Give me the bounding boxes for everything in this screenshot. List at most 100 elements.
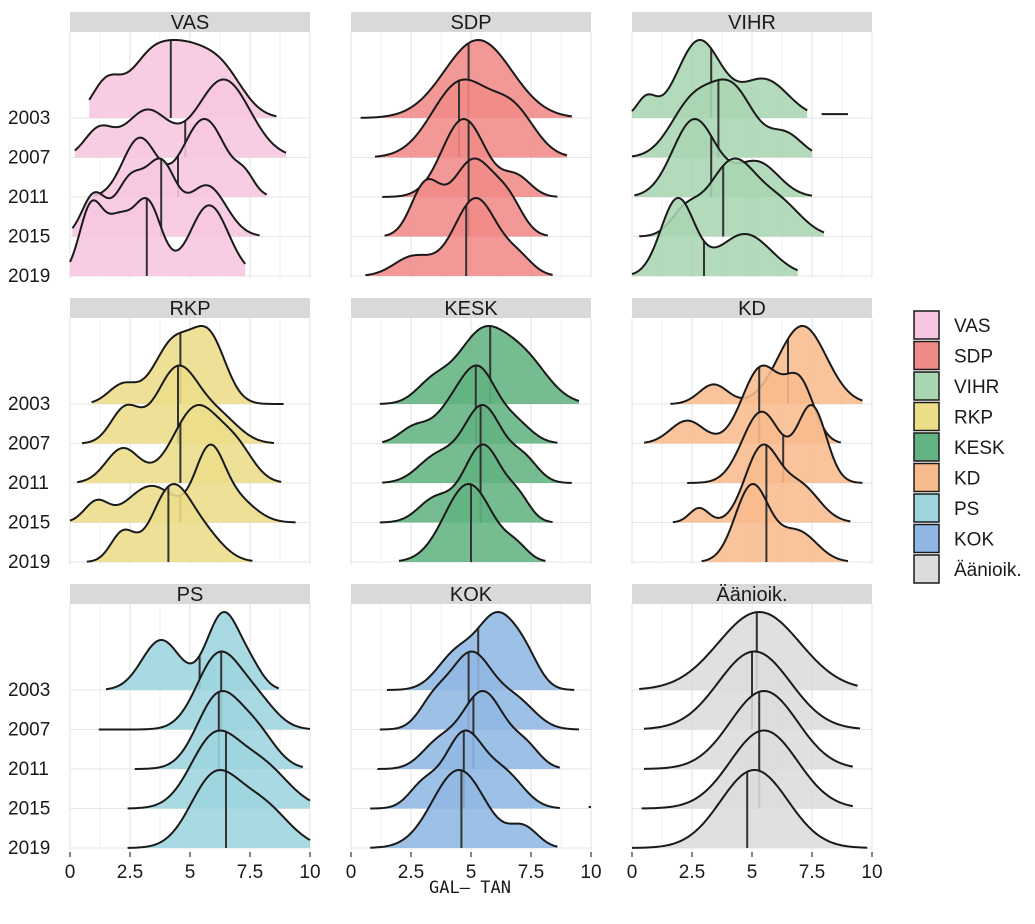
ridge-fill	[74, 79, 286, 158]
ridge-outline	[687, 403, 863, 484]
year-label-2015: 2015	[8, 513, 50, 534]
ridge-kok-2019	[370, 768, 558, 849]
ridge-outline	[91, 324, 284, 405]
ridge-fill	[379, 651, 579, 730]
panel-title-sdp: SDP	[450, 12, 491, 34]
panel-title-kok: KOK	[450, 584, 493, 606]
x-tick-label: 7.5	[237, 862, 263, 883]
ridge-fill	[382, 119, 558, 197]
ridge-outline	[634, 117, 813, 197]
panel-strip	[632, 298, 872, 318]
year-label-2003: 2003	[8, 394, 50, 415]
ridge-outline	[631, 197, 799, 276]
panel-strip	[632, 12, 872, 32]
x-axis-title: GAL– TAN	[429, 878, 511, 898]
ridge-fill	[77, 405, 282, 483]
year-label-2011: 2011	[8, 473, 49, 494]
year-label-2019: 2019	[8, 266, 50, 287]
ridge-fill	[632, 770, 868, 848]
ridge-outline	[360, 38, 572, 119]
legend-swatch	[913, 462, 940, 493]
ridge-outline	[639, 610, 858, 690]
legend-swatch	[913, 554, 940, 584]
panel-strip	[70, 298, 310, 318]
ridge-outline	[86, 482, 253, 563]
x-tick-label: 7.5	[518, 862, 544, 883]
ridge-fill	[370, 730, 560, 809]
x-tick-label: 10	[299, 862, 320, 883]
ridge-outline	[641, 729, 853, 810]
panel-title-rkp: RKP	[169, 298, 210, 320]
ridge-outline	[105, 610, 280, 691]
x-tick-label: 7.5	[799, 862, 825, 883]
ridge-rkp-2011	[77, 403, 282, 484]
ridge-vihr-2019	[631, 197, 799, 276]
ridge-outline	[370, 729, 560, 810]
ridge-outline	[127, 729, 311, 810]
x-tick-label: 5	[747, 862, 758, 883]
ridge-fill	[639, 612, 858, 690]
ridge-fill	[70, 444, 296, 523]
ridge-outline	[631, 768, 868, 849]
ridge-outline	[631, 38, 808, 112]
ridge-outline	[69, 196, 246, 265]
ridge-outline	[381, 364, 558, 444]
ridge-outline	[379, 443, 553, 524]
ridge-outline	[382, 403, 572, 484]
ridge-outline	[370, 768, 558, 849]
ridge-aanioik-2019	[631, 768, 868, 849]
ridge-sdp-2019	[365, 196, 553, 277]
x-tick-label: 5	[466, 862, 477, 883]
panel-kok: KOK 0 2.5 5 7.5 10	[346, 584, 602, 883]
legend-item-kd: KD	[913, 462, 980, 493]
ridge-fill	[641, 730, 853, 809]
panel-strip	[70, 12, 310, 32]
ridge-outline	[127, 768, 311, 849]
ridge-outline	[134, 689, 304, 770]
panel-strip	[351, 584, 591, 604]
ridge-fill	[98, 651, 310, 730]
legend-label: VAS	[954, 316, 991, 337]
panel-title-aanioik: Äänioik.	[716, 584, 787, 606]
x-tick-label: 0	[65, 862, 76, 883]
legend-label: Äänioik.	[954, 560, 1022, 581]
panel-strip	[632, 584, 872, 604]
ridge-fill	[387, 612, 575, 690]
panel-sdp: SDP	[350, 12, 592, 278]
ridge-fill	[672, 444, 851, 523]
ridge-fill	[370, 770, 558, 848]
panel-title-vihr: VIHR	[728, 12, 776, 34]
legend-label: KESK	[954, 438, 1005, 459]
year-label-2011: 2011	[8, 187, 49, 208]
ridge-fill	[632, 79, 812, 158]
legend-item-vihr: VIHR	[913, 371, 999, 401]
ridge-outline	[631, 78, 813, 158]
ridge-fill	[86, 484, 253, 562]
legend-label: KOK	[954, 530, 994, 551]
ridge-outline	[379, 650, 580, 731]
ridge-kd-2011	[687, 403, 863, 484]
panel-kd: KD	[631, 298, 873, 564]
x-tick-label: 2.5	[679, 862, 705, 883]
ridge-outline	[74, 78, 287, 154]
legend-label: VIHR	[954, 377, 999, 398]
ridge-outline	[386, 610, 575, 691]
legend-item-vas: VAS	[913, 310, 991, 340]
ridge-fill	[106, 612, 279, 690]
legend-item-sdp: SDP	[913, 340, 993, 371]
ridge-outline	[93, 117, 268, 197]
ridge-outline	[81, 364, 275, 445]
ridge-outline	[379, 324, 580, 405]
legend-item-aanioik: Äänioik.	[913, 554, 1022, 584]
ridge-outline	[382, 117, 558, 198]
ridge-fill	[382, 405, 572, 483]
ridge-fill	[644, 691, 853, 769]
legend-swatch	[913, 523, 940, 554]
x-tick-label: 10	[861, 862, 882, 883]
ridge-outline	[398, 482, 546, 562]
ridge-outline	[365, 196, 553, 277]
ridge-fill	[91, 326, 284, 404]
ridge-outline	[377, 689, 561, 770]
year-label-2007: 2007	[8, 434, 50, 455]
year-label-2019: 2019	[8, 552, 50, 573]
